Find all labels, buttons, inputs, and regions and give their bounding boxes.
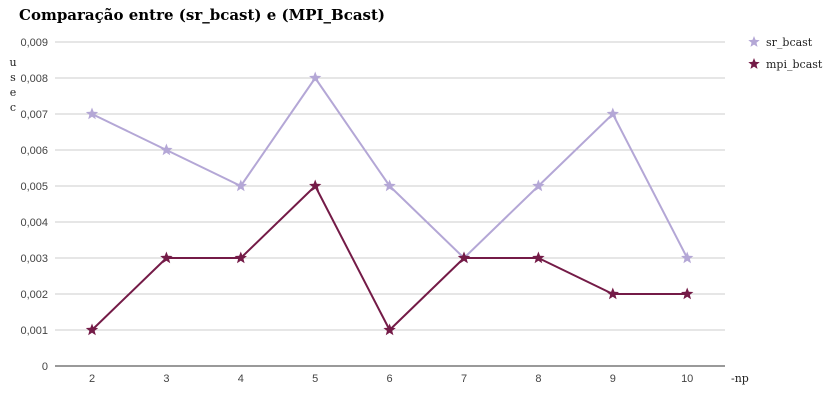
data-point-star[interactable] <box>85 323 99 336</box>
data-point-star[interactable] <box>309 71 322 84</box>
data-point-star[interactable] <box>532 179 545 192</box>
data-point-star[interactable] <box>532 251 545 264</box>
series-sr_bcast <box>85 71 694 264</box>
y-tick-label: 0,008 <box>20 73 48 85</box>
grid-lines <box>55 41 725 367</box>
data-point-star[interactable] <box>383 323 396 336</box>
series-mpi_bcast <box>85 179 694 336</box>
x-axis-ticks: 2 3 4 5 6 7 8 9 10 <box>89 373 693 385</box>
data-point-star[interactable] <box>85 107 99 120</box>
y-tick-label: 0,002 <box>20 289 48 301</box>
legend-star-icon <box>748 36 760 47</box>
series-layer <box>85 71 694 336</box>
data-point-star[interactable] <box>160 143 173 156</box>
x-tick-label: 10 <box>681 373 693 385</box>
legend-star-icon <box>748 58 760 69</box>
data-point-star[interactable] <box>160 251 173 264</box>
y-tick-label: 0,003 <box>20 253 48 265</box>
x-tick-label: 9 <box>610 373 616 385</box>
y-tick-label: 0,009 <box>20 37 48 49</box>
data-point-star[interactable] <box>234 179 247 192</box>
chart-title: Comparação entre (sr_bcast) e (MPI_Bcast… <box>19 6 386 24</box>
legend-label: sr_bcast <box>766 36 813 49</box>
y-tick-label: 0,001 <box>20 325 48 337</box>
data-point-star[interactable] <box>606 287 619 300</box>
y-tick-label: 0,004 <box>20 217 48 229</box>
x-tick-label: 2 <box>89 373 95 385</box>
x-tick-label: 4 <box>238 373 244 385</box>
legend-item-sr_bcast[interactable]: sr_bcast <box>748 36 813 49</box>
legend-item-mpi_bcast[interactable]: mpi_bcast <box>748 58 823 71</box>
x-tick-label: 6 <box>387 373 393 385</box>
data-point-star[interactable] <box>234 251 247 264</box>
x-tick-label: 5 <box>312 373 318 385</box>
legend[interactable]: sr_bcast mpi_bcast <box>748 36 823 71</box>
legend-label: mpi_bcast <box>766 58 823 71</box>
data-point-star[interactable] <box>606 107 619 120</box>
x-tick-label: 8 <box>535 373 541 385</box>
y-tick-label: 0,007 <box>20 109 48 121</box>
y-tick-label: 0,006 <box>20 145 48 157</box>
y-tick-label: 0 <box>42 361 48 373</box>
data-point-star[interactable] <box>457 251 471 264</box>
x-tick-label: 3 <box>163 373 169 385</box>
y-axis-label: usec <box>9 56 17 114</box>
data-point-star[interactable] <box>383 179 396 192</box>
y-axis-ticks: 0 0,001 0,002 0,003 0,004 0,005 0,006 0,007 0,00… <box>20 37 48 373</box>
x-tick-label: 7 <box>461 373 467 385</box>
data-point-star[interactable] <box>681 287 694 300</box>
x-axis-label: -np <box>731 372 749 385</box>
series-line <box>91 77 689 259</box>
y-tick-label: 0,005 <box>20 181 48 193</box>
data-point-star[interactable] <box>309 179 322 192</box>
data-point-star[interactable] <box>681 251 694 264</box>
